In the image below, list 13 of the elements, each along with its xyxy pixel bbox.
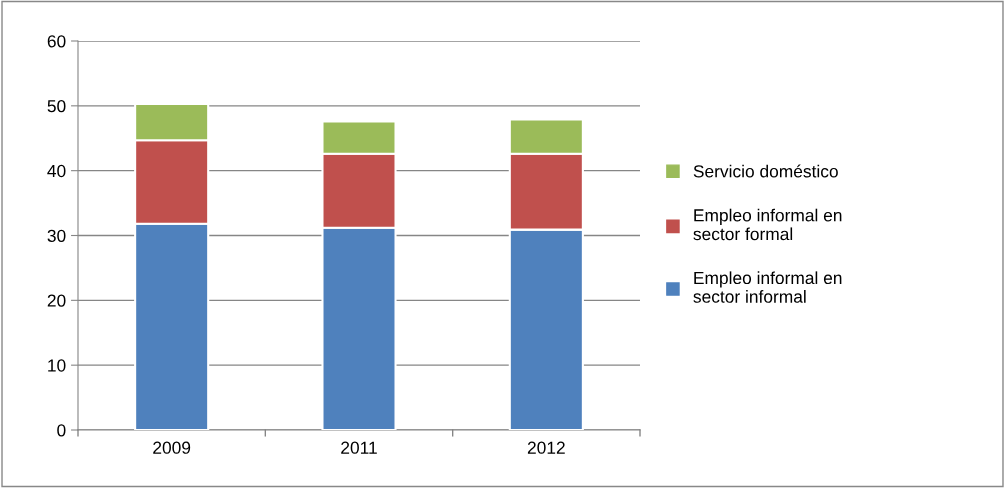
legend-label: Servicio doméstico — [693, 164, 838, 178]
y-tick-label: 60 — [47, 35, 66, 48]
y-tick-label: 10 — [48, 359, 66, 372]
y-tick-label: 30 — [47, 229, 66, 242]
x-tick-label: 2012 — [527, 441, 565, 454]
y-tick-label: 0 — [57, 424, 66, 437]
y-tick-label: 40 — [47, 164, 66, 178]
y-tick-label: 50 — [47, 100, 66, 113]
legend-label: Empleo informal en sector informal — [693, 271, 842, 303]
legend-label: Empleo informal en sector formal — [693, 208, 842, 241]
x-tick-label: 2009 — [153, 441, 191, 454]
y-tick-label: 20 — [47, 294, 66, 307]
x-tick-label: 2011 — [341, 441, 377, 454]
